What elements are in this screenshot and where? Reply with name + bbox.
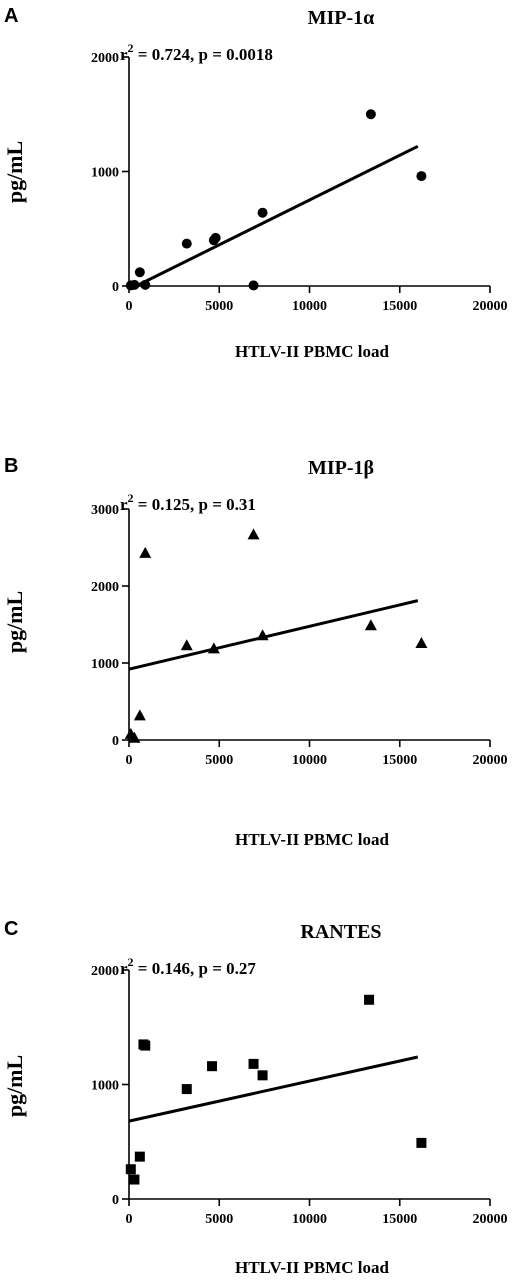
y-tick-label: 2000	[91, 51, 119, 66]
data-point	[139, 546, 152, 558]
x-tick-label: 0	[126, 753, 133, 768]
x-tick-label: 20000	[473, 299, 508, 314]
x-tick-label: 20000	[473, 753, 508, 768]
y-tick-label: 0	[112, 734, 119, 749]
data-point	[140, 279, 151, 290]
panel-letter: B	[4, 455, 18, 477]
data-point	[364, 619, 377, 631]
data-point	[248, 280, 259, 291]
y-tick-label: 2000	[91, 964, 119, 979]
data-point	[415, 636, 428, 648]
y-axis-label: pg/mL	[2, 1055, 27, 1117]
data-point	[416, 1137, 427, 1148]
data-point	[134, 1151, 145, 1162]
chart-title: RANTES	[300, 921, 381, 943]
y-tick-label: 3000	[91, 503, 119, 518]
data-point	[365, 109, 376, 120]
data-point	[247, 528, 260, 540]
x-tick-label: 20000	[473, 1212, 508, 1227]
data-point	[256, 629, 269, 641]
y-tick-label: 1000	[91, 166, 119, 181]
chart-title: MIP-1α	[308, 7, 375, 29]
chart-panel-b: B MIP-1β r2 = 0.125, p = 0.31 pg/mL HTLV-II …	[2, 455, 508, 849]
data-point	[129, 1174, 140, 1185]
data-point	[181, 1084, 192, 1095]
panel-letter: C	[4, 918, 18, 940]
x-tick-label: 0	[126, 1212, 133, 1227]
regression-line	[128, 1055, 419, 1123]
x-tick-label: 10000	[292, 299, 327, 314]
y-axis-label: pg/mL	[2, 141, 27, 203]
x-tick-label: 5000	[205, 299, 233, 314]
data-point	[416, 171, 427, 182]
stat-annotation: r2 = 0.125, p = 0.31	[120, 491, 256, 514]
stat-annotation: r2 = 0.724, p = 0.0018	[120, 41, 273, 64]
data-point	[364, 994, 375, 1005]
x-tick-label: 10000	[292, 1212, 327, 1227]
data-point	[257, 207, 268, 218]
x-tick-label: 10000	[292, 753, 327, 768]
data-point	[248, 1058, 259, 1069]
data-point	[134, 267, 145, 278]
y-tick-label: 1000	[91, 1079, 119, 1094]
y-tick-label: 1000	[91, 657, 119, 672]
chart-panel-a: A MIP-1α r2 = 0.724, p = 0.0018 pg/mL HTLV-I…	[2, 5, 508, 361]
regression-line	[128, 599, 419, 671]
panel-letter: A	[4, 5, 18, 27]
stat-annotation: r2 = 0.146, p = 0.27	[120, 955, 256, 978]
x-tick-label: 15000	[382, 299, 417, 314]
data-point	[180, 639, 193, 651]
y-tick-label: 2000	[91, 580, 119, 595]
y-tick-label: 0	[112, 1193, 119, 1208]
chart-panel-c: C RANTES r2 = 0.146, p = 0.27 pg/mL HTLV-II …	[2, 918, 508, 1277]
y-tick-label: 0	[112, 280, 119, 295]
data-point	[210, 232, 221, 243]
data-point	[207, 1061, 218, 1072]
data-point	[128, 731, 141, 743]
x-tick-label: 15000	[382, 753, 417, 768]
x-axis-label: HTLV-II PBMC load	[235, 1258, 390, 1277]
x-axis-label: HTLV-II PBMC load	[235, 342, 390, 361]
x-tick-label: 5000	[205, 753, 233, 768]
x-tick-label: 0	[126, 299, 133, 314]
data-point	[257, 1070, 268, 1081]
data-point	[129, 279, 140, 290]
x-tick-label: 5000	[205, 1212, 233, 1227]
chart-title: MIP-1β	[308, 457, 374, 479]
data-point	[133, 709, 146, 721]
data-point	[181, 238, 192, 249]
x-tick-label: 15000	[382, 1212, 417, 1227]
y-axis-label: pg/mL	[2, 591, 27, 653]
data-point	[207, 642, 220, 654]
data-point	[125, 1164, 136, 1175]
regression-line	[135, 144, 419, 288]
data-point	[140, 1040, 151, 1051]
x-axis-label: HTLV-II PBMC load	[235, 830, 390, 849]
